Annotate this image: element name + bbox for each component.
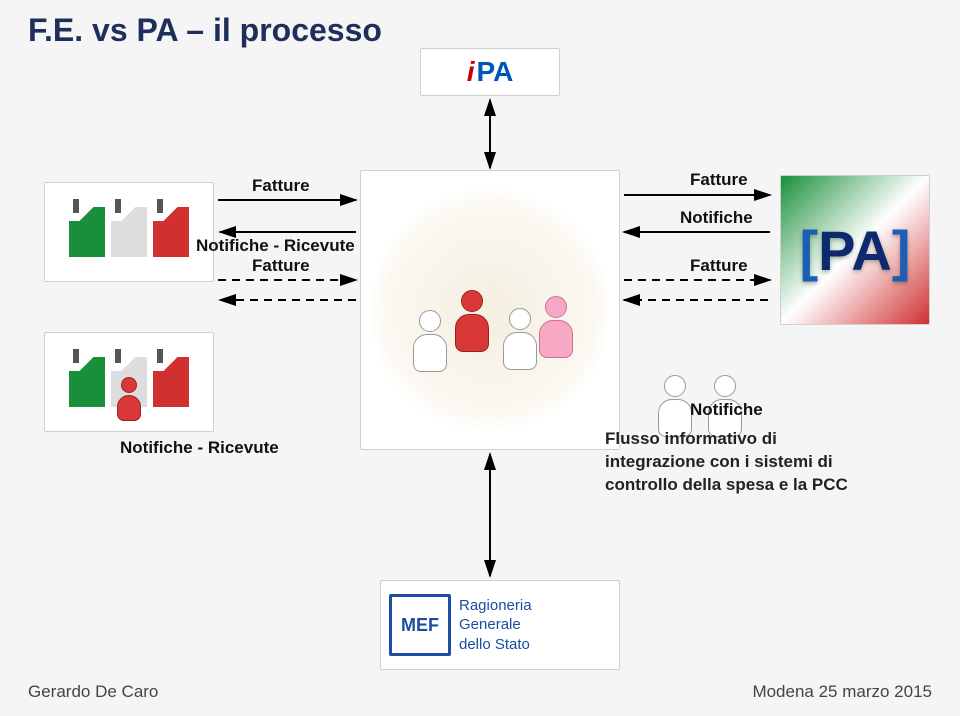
mef-line1: Ragioneria [459,596,532,616]
page-title: F.E. vs PA – il processo [28,12,382,49]
factories-top [44,182,214,282]
footer-author: Gerardo De Caro [28,682,158,702]
mef-logo: MEF Ragioneria Generale dello Stato [380,580,620,670]
ipa-pa: PA [476,56,513,88]
label-fatture-mr: Fatture [690,256,748,276]
label-notifiche-br: Notifiche [690,400,763,420]
label-notifiche-tr: Notifiche [680,208,753,228]
pa-bracket-open: [ [800,219,819,282]
ipa-logo: i PA [420,48,560,96]
label-fatture-tl: Fatture [252,176,310,196]
mef-badge: MEF [389,594,451,656]
label-fatture-tr: Fatture [690,170,748,190]
pa-text: PA [818,219,892,282]
pa-bracket-close: ] [892,219,911,282]
ipa-i: i [467,56,475,88]
label-notric-bl: Notifiche - Ricevute [120,438,279,458]
factories-bottom [44,332,214,432]
label-fatture-ml: Fatture [252,256,310,276]
footer-date: Modena 25 marzo 2015 [752,682,932,702]
label-notric-tl: Notifiche - Ricevute [196,236,355,256]
pa-logo: [PA] [780,175,930,325]
mef-line2: Generale [459,615,532,635]
mef-line3: dello Stato [459,635,532,655]
sdi-node [360,170,620,450]
flusso-text: Flusso informativo di integrazione con i… [605,428,875,497]
